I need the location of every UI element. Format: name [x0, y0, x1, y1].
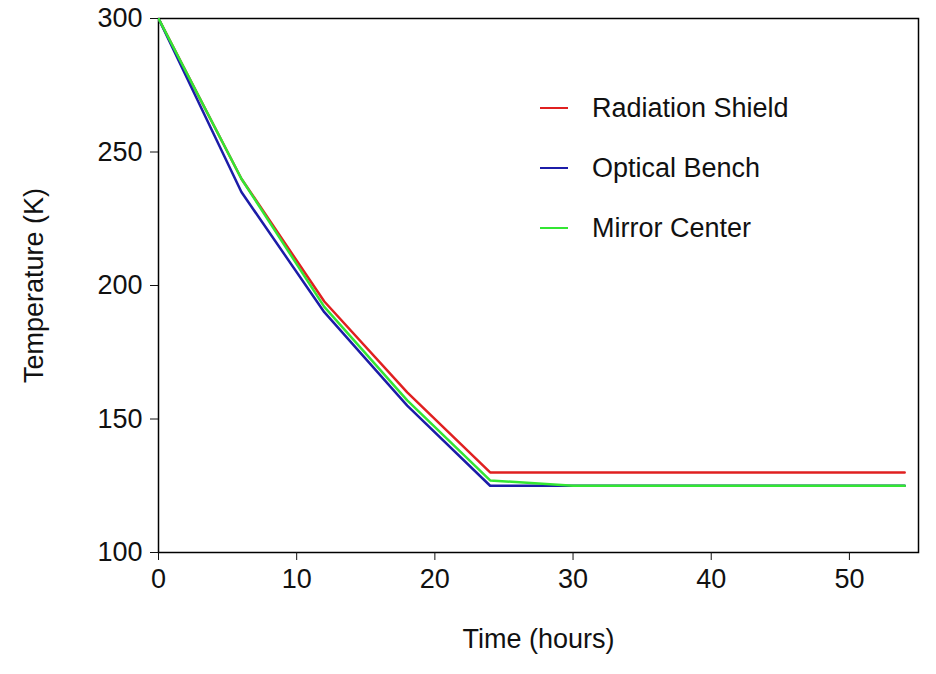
svg-text:250: 250 [97, 137, 142, 167]
svg-text:100: 100 [97, 537, 142, 567]
svg-text:Time (hours): Time (hours) [462, 624, 614, 654]
svg-text:40: 40 [696, 564, 726, 594]
svg-text:30: 30 [558, 564, 588, 594]
svg-text:50: 50 [834, 564, 864, 594]
svg-text:Temperature (K): Temperature (K) [19, 188, 49, 383]
html-text:Mirror Center: Mirror Center [592, 212, 751, 243]
html-text:Radiation Shield: Radiation Shield [592, 92, 789, 123]
html-text:Optical Bench: Optical Bench [592, 152, 761, 183]
svg-text:200: 200 [97, 270, 142, 300]
svg-text:20: 20 [420, 564, 450, 594]
svg-text:300: 300 [97, 3, 142, 33]
svg-text:10: 10 [282, 564, 312, 594]
svg-text:0: 0 [151, 564, 166, 594]
svg-text:150: 150 [97, 404, 142, 434]
